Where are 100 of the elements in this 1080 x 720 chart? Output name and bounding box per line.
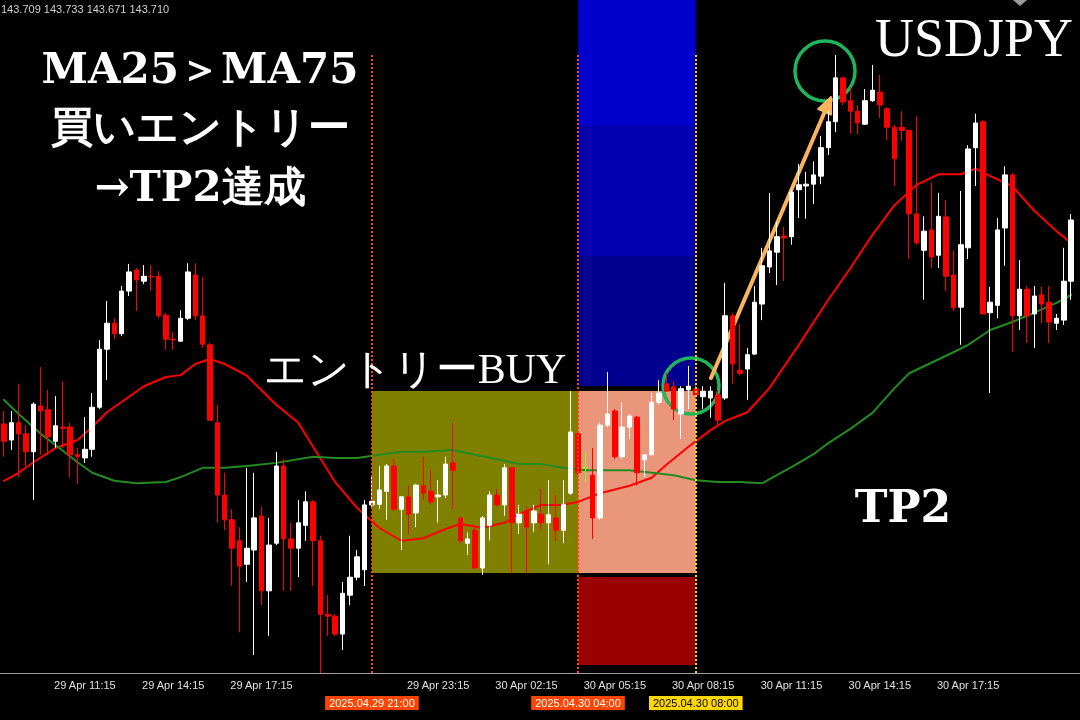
candlestick <box>826 110 831 156</box>
candlestick <box>627 413 632 440</box>
ref-line-label: 2025.04.30 08:00 <box>652 697 739 709</box>
candlestick <box>678 385 684 440</box>
candlestick <box>995 217 1000 319</box>
candlestick <box>951 249 956 312</box>
candlestick <box>877 74 883 119</box>
x-tick-label: 30 Apr 08:15 <box>671 678 735 691</box>
candlestick <box>9 410 14 451</box>
candlestick <box>222 472 227 531</box>
candlestick <box>884 106 890 141</box>
candlestick <box>281 458 286 592</box>
candlestick <box>229 508 235 587</box>
candlestick <box>266 517 272 637</box>
candlestick <box>1 410 7 458</box>
chart-title: USDJPY <box>874 8 1074 68</box>
candlestick <box>391 458 397 512</box>
candlestick <box>435 479 441 524</box>
candlestick <box>612 408 618 460</box>
candlestick <box>296 499 301 578</box>
candlestick <box>384 463 389 521</box>
candlestick <box>722 282 728 401</box>
candlestick <box>745 347 750 401</box>
candlestick <box>53 395 58 449</box>
x-tick-label: 29 Apr 11:15 <box>54 678 116 691</box>
candlestick <box>494 488 500 508</box>
candlestick <box>811 160 816 205</box>
candlestick <box>892 124 897 187</box>
candlestick <box>318 535 323 674</box>
candlestick <box>568 390 573 496</box>
ref-line-label: 2025.04.29 21:00 <box>329 697 415 709</box>
candlestick <box>921 215 927 301</box>
candlestick <box>502 463 507 517</box>
candlestick <box>708 385 713 419</box>
candlestick <box>487 490 492 542</box>
annotation: →TP2達成 <box>94 161 306 211</box>
candlestick <box>259 506 264 606</box>
candlestick <box>642 454 647 478</box>
x-tick-label: 30 Apr 05:15 <box>583 678 647 691</box>
candlestick <box>649 392 654 456</box>
annotation: エントリーBUY <box>263 346 567 392</box>
candlestick <box>700 385 706 410</box>
candlestick <box>848 86 853 135</box>
candlestick <box>443 456 448 499</box>
candlestick <box>1017 259 1022 331</box>
candlestick <box>428 469 434 506</box>
candlestick <box>833 54 838 133</box>
candlestick <box>38 366 43 456</box>
candlestick <box>288 522 294 592</box>
candlestick <box>767 192 772 274</box>
candlestick <box>870 64 875 103</box>
candlestick <box>134 267 139 312</box>
candlestick <box>929 181 934 269</box>
candlestick <box>737 323 743 376</box>
candlestick <box>104 300 110 381</box>
candlestick <box>23 424 29 467</box>
candlestick <box>781 226 787 282</box>
candlestick <box>148 264 154 292</box>
candlestick <box>597 422 603 521</box>
candlestick <box>752 285 757 356</box>
candlestick <box>818 135 824 185</box>
candlestick <box>406 485 411 535</box>
candlestick <box>178 309 183 343</box>
candlestick <box>730 312 735 385</box>
candlestick <box>75 447 80 485</box>
candlestick <box>987 286 993 394</box>
candlestick <box>156 270 161 319</box>
candlestick <box>369 474 375 508</box>
annotation: 買いエントリー <box>50 101 350 151</box>
candlestick <box>656 379 662 406</box>
candlestick <box>936 192 941 269</box>
candlestick <box>16 383 21 478</box>
candlestick <box>413 483 419 528</box>
candlestick <box>664 372 669 392</box>
x-tick-label: 29 Apr 17:15 <box>230 678 293 691</box>
candlestick <box>605 371 610 428</box>
candlestick <box>538 488 544 531</box>
candlestick <box>715 389 721 426</box>
candlestick <box>465 531 470 556</box>
candlestick <box>215 404 220 524</box>
candlestick <box>450 422 456 510</box>
candlestick <box>45 389 51 456</box>
candlestick <box>97 339 102 410</box>
candlestick <box>112 317 117 340</box>
candlestick <box>377 465 382 510</box>
annotation: MA25＞MA75 <box>41 43 359 93</box>
candlestick <box>943 199 949 292</box>
candlestick <box>583 451 588 483</box>
annotation: TP2 <box>854 480 952 532</box>
candlestick <box>207 342 213 422</box>
x-tick-label: 30 Apr 14:15 <box>848 678 911 691</box>
candlestick <box>362 499 367 587</box>
candlestick <box>31 401 36 501</box>
candlestick <box>185 262 191 321</box>
candlestick <box>274 451 279 546</box>
candlestick <box>759 247 765 321</box>
candlestick <box>421 456 426 501</box>
candlestick <box>399 495 404 551</box>
ref-line-label: 2025.04.30 04:00 <box>535 697 621 709</box>
candlestick <box>546 479 551 565</box>
